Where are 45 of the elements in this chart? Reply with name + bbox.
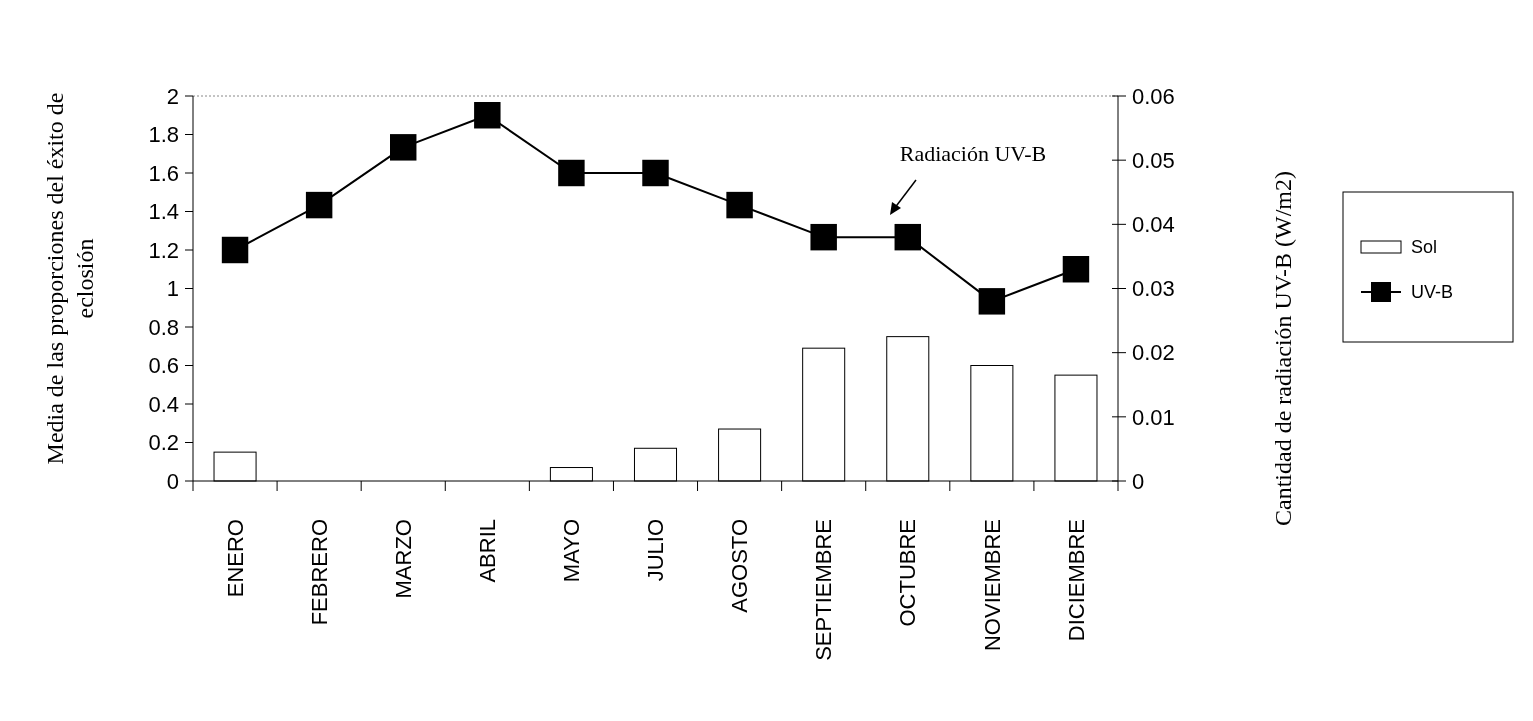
point [221,236,249,264]
point [474,102,501,129]
y2-tick-label: 0.05 [1132,147,1175,173]
point [810,223,837,251]
x-tick-label: FEBRERO [306,519,332,626]
legend-label: Sol [1411,237,1438,258]
y-tick-label: 1.8 [148,122,179,148]
x-tick-label: DICIEMBRE [1063,519,1089,642]
y2-tick-label: 0 [1132,468,1145,494]
y-tick-label: 1.6 [148,160,179,186]
x-tick-label: SEPTIEMBRE [811,519,837,661]
x-tick-label: OCTUBRE [895,519,921,627]
y-axis-title: Media de las proporciones del éxito de eclosión [42,92,98,465]
y2-tick-label: 0.02 [1132,340,1175,366]
y-tick-label: 2 [166,83,179,109]
y2-axis-title: Cantidad de radiación UV-B (W/m2) [1270,170,1296,527]
point [726,191,753,219]
x-tick-label: JULIO [643,519,669,582]
point [894,223,921,251]
annotation: Radiación UV-B [899,141,1047,166]
y2-tick-label: 0.04 [1132,212,1175,238]
legend-label: UV-B [1411,282,1454,303]
x-tick-label: MAYO [559,519,585,583]
point [642,159,669,187]
y-tick-label: 1.2 [148,237,179,263]
point [558,159,585,187]
point [1062,256,1090,283]
x-tick-label: MARZO [390,519,416,599]
point [978,288,1006,315]
y2-tick-label: 0.01 [1132,404,1175,430]
x-tick-label: AGOSTO [727,519,753,613]
x-tick-label: ENERO [222,519,248,598]
y2-tick-label: 0.03 [1132,276,1175,302]
point [390,134,417,161]
y-tick-label: 0.6 [148,353,179,379]
x-tick-label: ABRIL [475,519,501,583]
x-tick-label: NOVIEMBRE [979,519,1005,652]
y-tick-label: 1 [166,276,179,302]
y-tick-label: 0 [166,468,179,494]
y-tick-label: 1.4 [148,199,179,225]
y-tick-label: 0.8 [148,314,179,340]
point [305,191,333,219]
y-tick-label: 0.4 [148,391,179,417]
y2-tick-label: 0.06 [1132,83,1175,109]
y-tick-label: 0.2 [148,430,179,456]
